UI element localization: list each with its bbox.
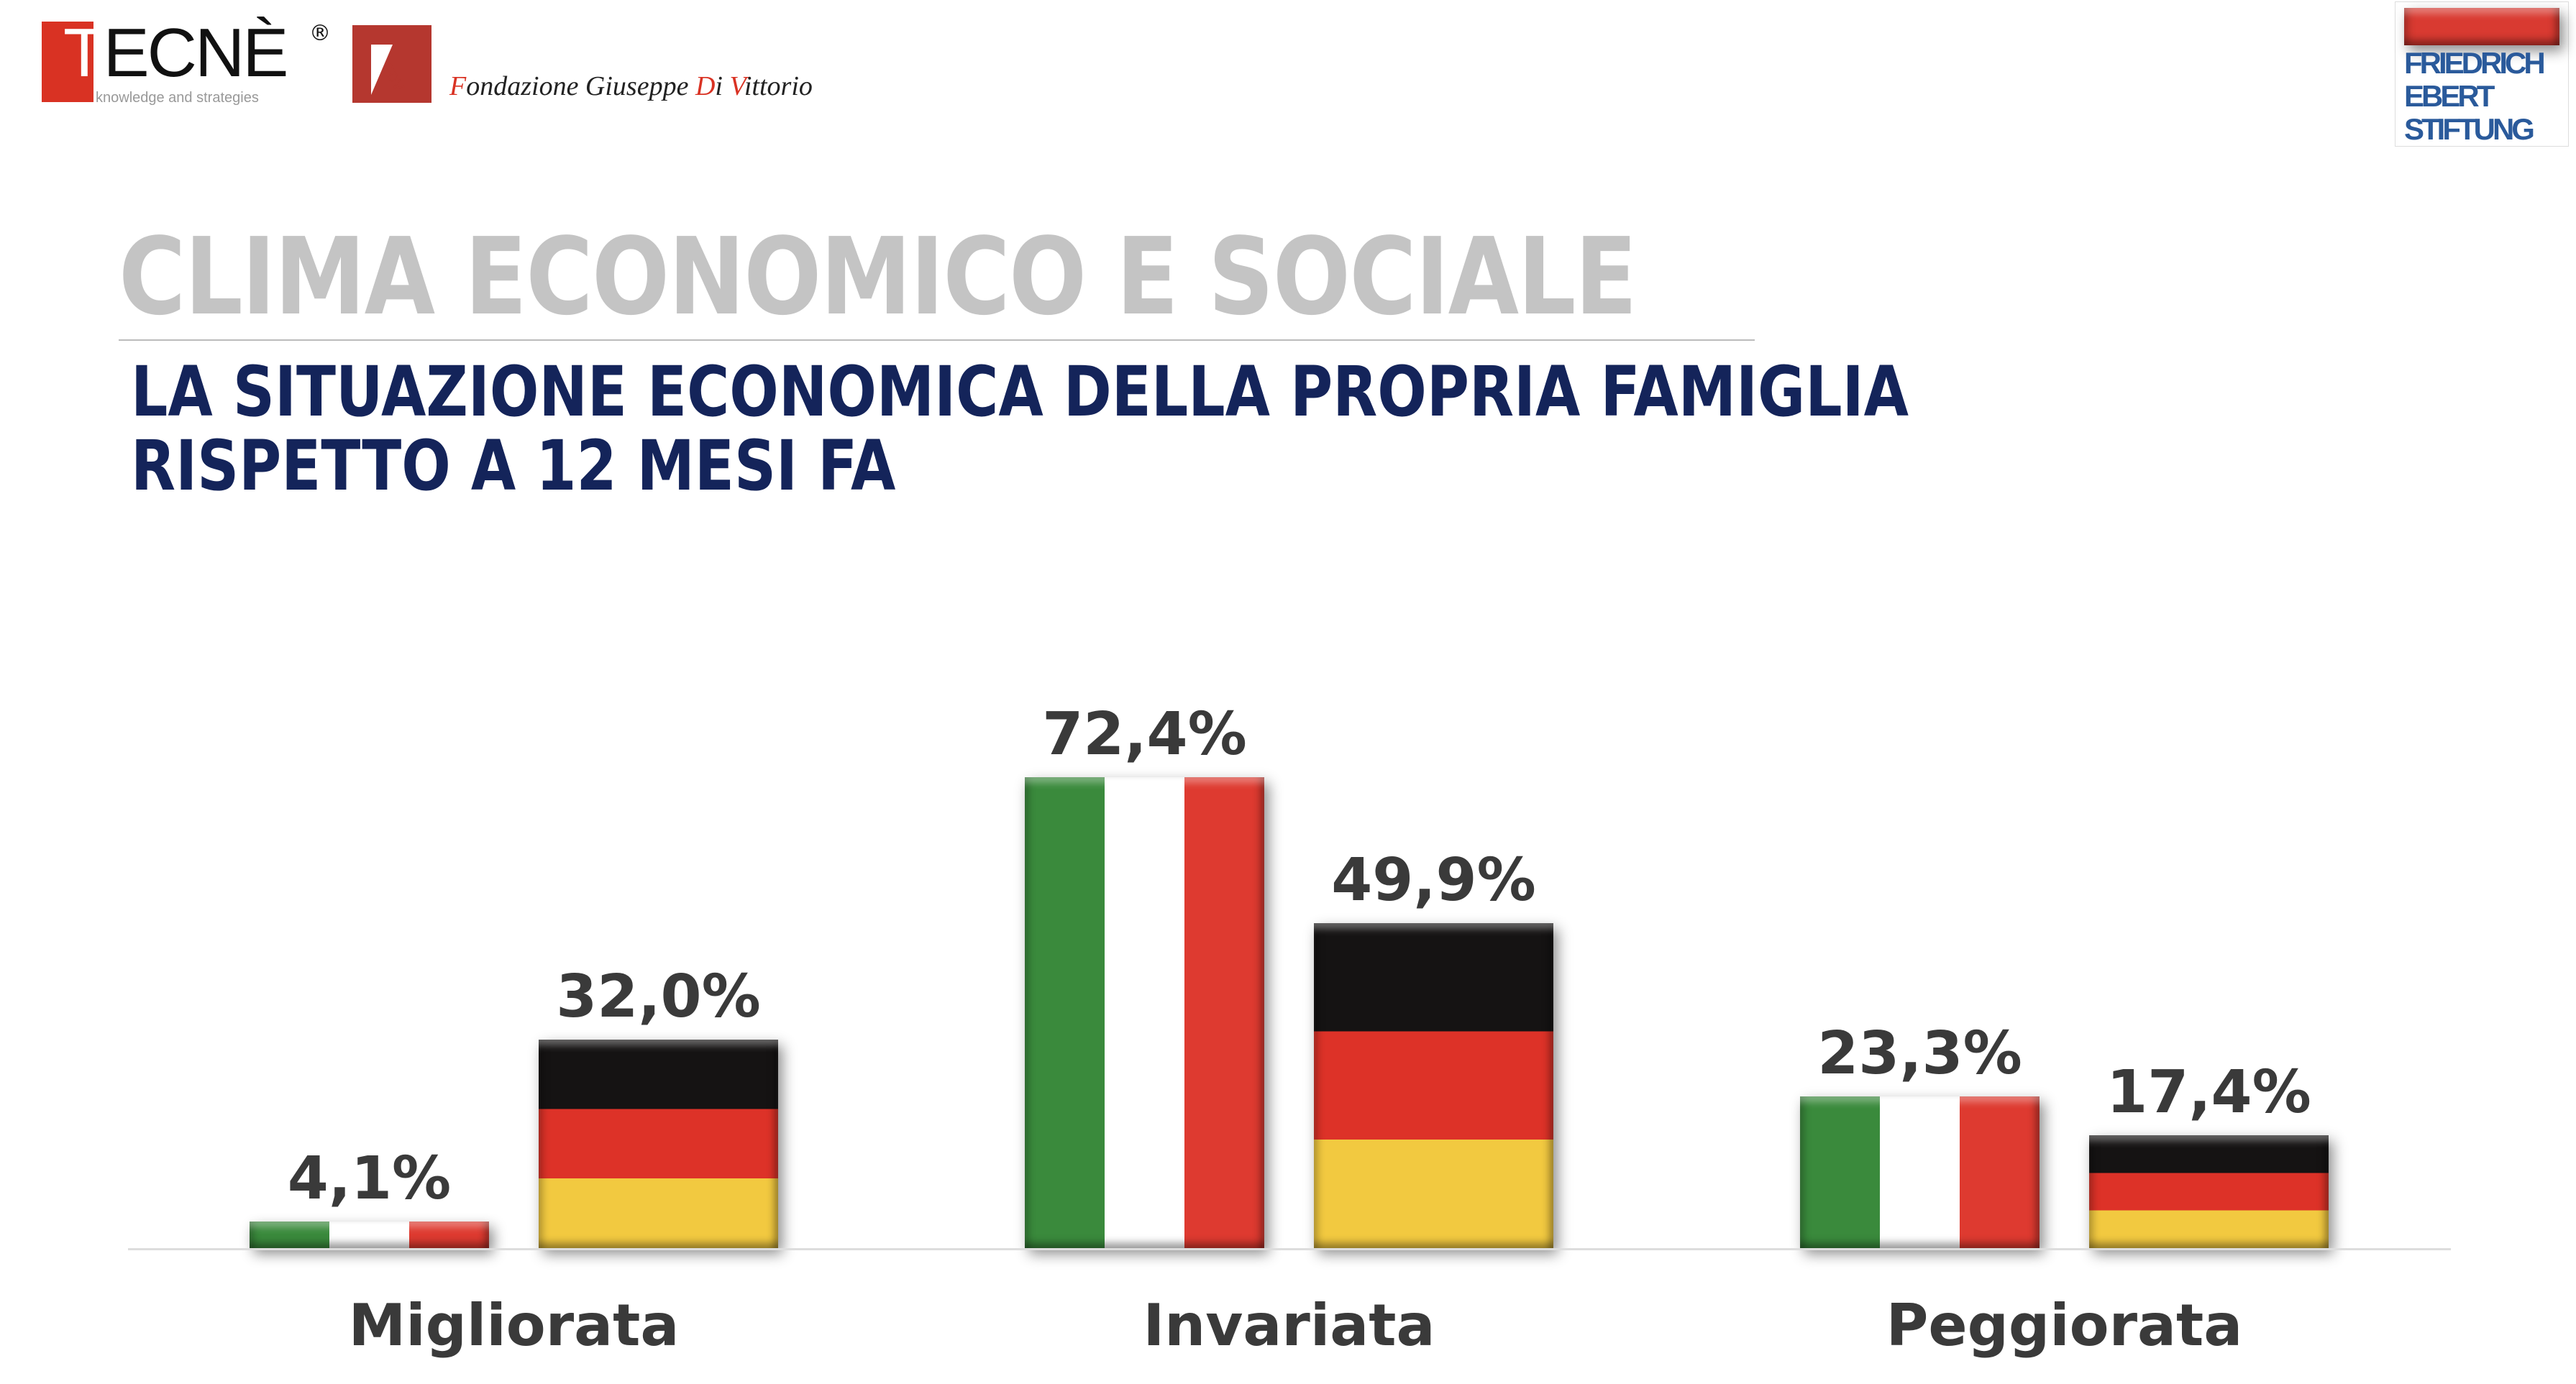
- bar-germania-migliorata: [539, 1040, 778, 1248]
- category-label: Peggiorata: [1886, 1292, 2243, 1359]
- bar-italia-invariata: [1025, 776, 1264, 1248]
- subtitle-line-2: RISPETTO A 12 MESI FA: [131, 426, 896, 506]
- value-label: 32,0%: [556, 963, 761, 1032]
- value-label: 23,3%: [1817, 1019, 2022, 1089]
- bar-italia-migliorata: [250, 1221, 489, 1248]
- value-label: 49,9%: [1331, 846, 1536, 915]
- fdv-logo-mark: FDV: [352, 25, 431, 103]
- fdv-logo-name: Fondazione Giuseppe Di Vittorio: [449, 71, 813, 101]
- title-divider: [119, 339, 1755, 341]
- bar-italia-peggiorata: [1800, 1096, 2040, 1248]
- category-label: Migliorata: [348, 1292, 680, 1359]
- page-title: CLIMA ECONOMICO E SOCIALE: [119, 215, 1638, 339]
- value-label: 72,4%: [1042, 700, 1247, 769]
- bar-germania-invariata: [1314, 923, 1553, 1248]
- tecne-logo: TECNÈ ® knowledge and strategies: [42, 19, 344, 111]
- category-label: Invariata: [1143, 1292, 1435, 1359]
- subtitle-line-1: LA SITUAZIONE ECONOMICA DELLA PROPRIA FA…: [131, 352, 1909, 432]
- value-label: 4,1%: [287, 1144, 452, 1213]
- value-label: 17,4%: [2106, 1058, 2311, 1127]
- bar-germania-peggiorata: [2089, 1135, 2329, 1248]
- fes-logo: FRIEDRICH EBERT STIFTUNG: [2395, 1, 2569, 147]
- x-axis-baseline: [128, 1248, 2451, 1250]
